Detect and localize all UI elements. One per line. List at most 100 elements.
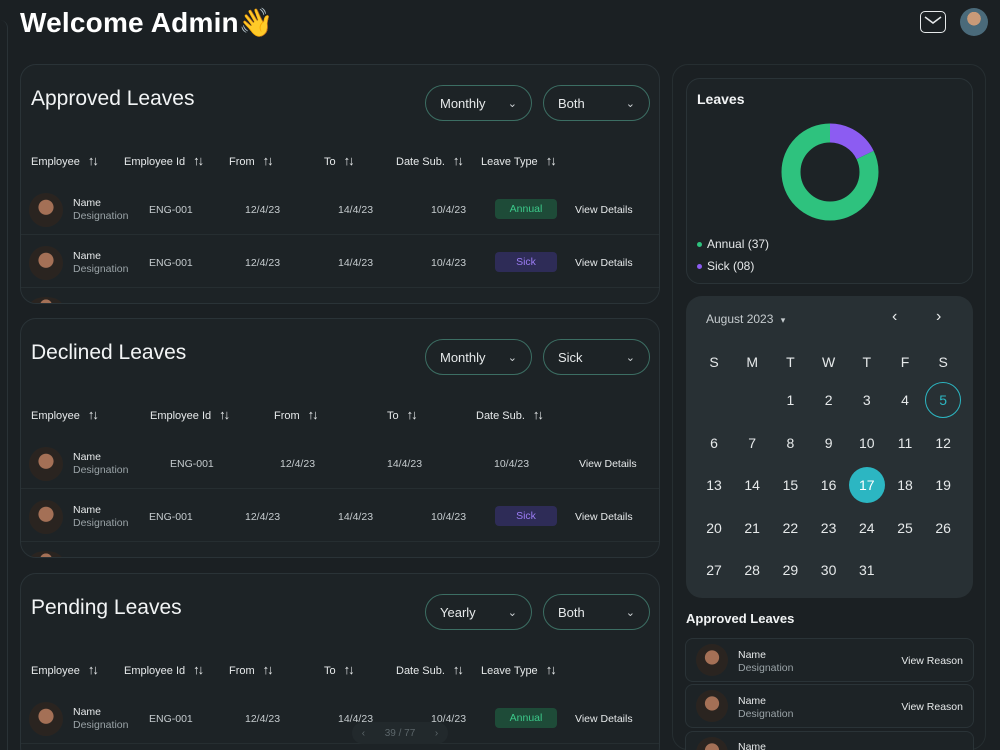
donut-slice-annual — [781, 123, 879, 221]
calendar-day[interactable]: 13 — [706, 477, 722, 494]
col-date-sub[interactable]: Date Sub. ↑↓ — [396, 662, 464, 677]
calendar-day[interactable]: 8 — [786, 434, 795, 451]
employee-id: ENG-001 — [149, 713, 193, 725]
chevron-down-icon: ⌄ — [507, 97, 517, 110]
employee-photo — [29, 551, 63, 557]
pending-leaves-title: Pending Leaves — [31, 596, 182, 619]
view-details-link[interactable]: View Details — [575, 204, 633, 216]
calendar-day[interactable]: 12 — [935, 434, 951, 451]
pending-leaves-panel: Pending Leaves Yearly ⌄ Both ⌄ Employee ↑… — [20, 573, 660, 750]
calendar-day[interactable]: 17 — [848, 467, 885, 504]
calendar-day[interactable]: 4 — [901, 392, 909, 408]
calendar-day[interactable]: 26 — [935, 519, 951, 536]
calendar-day[interactable]: 15 — [782, 477, 799, 494]
calendar-day[interactable]: 29 — [782, 562, 799, 579]
sort-icon: ↑↓ — [219, 407, 230, 422]
period-dropdown[interactable]: Monthly ⌄ — [425, 339, 532, 375]
employee-photo — [29, 702, 63, 736]
col-leave-type[interactable]: Leave Type ↑↓ — [481, 662, 557, 677]
calendar-day[interactable]: 1 — [786, 392, 795, 408]
legend-annual-label: Annual (37) — [707, 237, 770, 251]
calendar-day[interactable]: 5 — [925, 382, 962, 418]
prev-month-icon[interactable]: ‹ — [892, 308, 898, 325]
type-dropdown[interactable]: Both ⌄ — [543, 85, 650, 121]
calendar-day[interactable]: 10 — [859, 434, 875, 451]
view-reason-link[interactable]: View Reason — [901, 655, 963, 667]
calendar-day[interactable]: 21 — [744, 519, 760, 536]
calendar-day[interactable]: 18 — [897, 477, 913, 494]
top-icons — [920, 8, 988, 36]
from-date: 12/4/23 — [245, 511, 281, 523]
leave-type-badge: Sick — [495, 506, 557, 526]
table-header: Employee ↑↓ Employee Id ↑↓ From ↑↓ To ↑↓ Dat… — [21, 658, 659, 680]
calendar-day[interactable]: 14 — [744, 477, 760, 494]
calendar-day[interactable]: 25 — [897, 519, 913, 536]
employee-designation: Designation — [738, 708, 794, 720]
sort-icon: ↑↓ — [532, 407, 544, 422]
type-dropdown[interactable]: Sick ⌄ — [543, 339, 650, 375]
calendar-weekday: F — [900, 354, 910, 370]
calendar-weekday: S — [709, 354, 719, 370]
calendar-day[interactable]: 31 — [859, 562, 875, 579]
view-details-link[interactable]: View Details — [579, 458, 637, 470]
sick-dot — [697, 264, 702, 270]
calendar-day[interactable]: 7 — [748, 434, 757, 451]
col-leave-type[interactable]: Leave Type ↑↓ — [481, 153, 557, 168]
col-from[interactable]: From ↑↓ — [229, 662, 274, 677]
view-details-link[interactable]: View Details — [575, 713, 633, 725]
employee-designation: Designation — [73, 263, 129, 275]
calendar-day[interactable]: 3 — [862, 392, 871, 408]
col-to[interactable]: To ↑↓ — [324, 153, 355, 168]
calendar-day[interactable]: 11 — [897, 434, 913, 451]
employee-photo — [29, 447, 63, 481]
col-employee[interactable]: Employee ↑↓ — [31, 153, 99, 168]
col-date-sub[interactable]: Date Sub. ↑↓ — [476, 407, 544, 422]
period-dropdown[interactable]: Yearly ⌄ — [425, 594, 532, 630]
calendar-day[interactable]: 27 — [706, 562, 722, 579]
sort-icon: ↑↓ — [545, 153, 557, 168]
table-row: Name Designation ENG-001 12/4/23 14/4/23… — [21, 694, 659, 744]
calendar-day[interactable]: 24 — [859, 519, 875, 536]
calendar-weekday: T — [786, 354, 795, 370]
next-month-icon[interactable]: › — [936, 308, 942, 325]
col-employee-id[interactable]: Employee Id ↑↓ — [124, 662, 204, 677]
view-details-link[interactable]: View Details — [575, 511, 633, 523]
col-from[interactable]: From ↑↓ — [229, 153, 274, 168]
col-employee-id[interactable]: Employee Id ↑↓ — [150, 407, 230, 422]
calendar-day[interactable]: 20 — [706, 519, 722, 536]
view-reason-link[interactable]: View Reason — [901, 701, 963, 713]
period-dropdown[interactable]: Monthly ⌄ — [425, 85, 532, 121]
legend-annual: Annual (37) — [697, 237, 769, 251]
date-submitted: 10/4/23 — [431, 511, 467, 523]
calendar-day[interactable]: 6 — [710, 434, 718, 451]
type-dropdown-value: Sick — [558, 349, 583, 365]
col-employee[interactable]: Employee ↑↓ — [31, 662, 99, 677]
calendar-day[interactable]: 2 — [824, 392, 833, 408]
calendar-day[interactable]: 22 — [782, 519, 799, 536]
col-date-sub[interactable]: Date Sub. ↑↓ — [396, 153, 464, 168]
calendar-day[interactable]: 16 — [820, 477, 837, 494]
col-to[interactable]: To ↑↓ — [387, 407, 418, 422]
sort-icon: ↑↓ — [262, 662, 274, 677]
col-to[interactable]: To ↑↓ — [324, 662, 355, 677]
type-dropdown[interactable]: Both ⌄ — [543, 594, 650, 630]
mail-icon[interactable] — [920, 11, 946, 33]
leaves-chart-title: Leaves — [697, 91, 745, 107]
sort-icon: ↑↓ — [193, 153, 204, 168]
view-details-link[interactable]: View Details — [575, 257, 633, 269]
to-date: 14/4/23 — [387, 458, 423, 470]
calendar-day[interactable]: 28 — [744, 562, 760, 579]
calendar-month[interactable]: August 2023 ▾ — [706, 312, 785, 326]
calendar-day[interactable]: 9 — [824, 434, 833, 451]
calendar-day[interactable]: 23 — [820, 519, 837, 536]
col-employee-id[interactable]: Employee Id ↑↓ — [124, 153, 204, 168]
col-from[interactable]: From ↑↓ — [274, 407, 319, 422]
prev-page-icon[interactable]: ‹ — [361, 727, 366, 739]
calendar-day[interactable]: 30 — [820, 562, 837, 579]
employee-name: Name — [738, 649, 767, 661]
user-avatar[interactable] — [960, 8, 988, 36]
next-page-icon[interactable]: › — [434, 727, 439, 739]
approved-leaves-title: Approved Leaves — [31, 87, 195, 110]
col-employee[interactable]: Employee ↑↓ — [31, 407, 99, 422]
calendar-day[interactable]: 19 — [935, 477, 951, 494]
